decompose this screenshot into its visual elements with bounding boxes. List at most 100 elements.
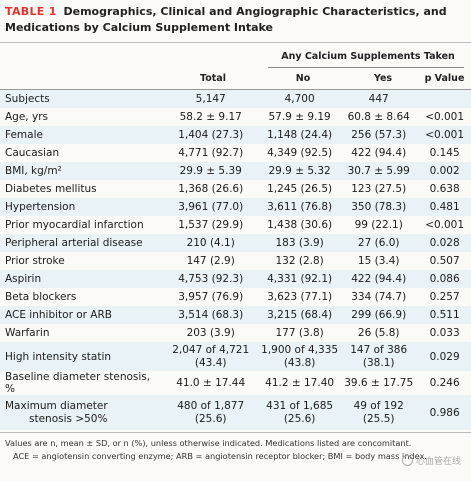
cell-pvalue: 0.246 <box>429 377 460 389</box>
cell-no: 1,245 (26.5) <box>267 183 333 195</box>
cell-total: 3,961 (77.0) <box>178 201 244 213</box>
footnote-divider <box>0 432 471 433</box>
cell-yes: 27 (6.0) <box>357 237 400 249</box>
data-table: Subjects 5,147 4,700 447 Age, yrs 58.2 ±… <box>0 90 471 430</box>
table-row: Diabetes mellitus 1,368 (26.6) 1,245 (26… <box>0 180 471 198</box>
cell-no: 57.9 ± 9.19 <box>268 111 331 123</box>
cell-no-count: 431 of 1,685 <box>266 399 334 412</box>
cell-yes: 60.8 ± 8.64 <box>347 111 410 123</box>
cell-yes-percent: (38.1) <box>362 356 395 369</box>
cell-yes: 147 of 386 (38.1) <box>339 342 418 371</box>
row-label: Peripheral arterial disease <box>5 237 143 249</box>
cell-yes: 256 (57.3) <box>351 129 407 141</box>
header-divider <box>0 89 471 90</box>
cell-pvalue: 0.638 <box>429 183 460 195</box>
cell-pvalue: 0.481 <box>429 201 460 213</box>
row-label: Warfarin <box>5 327 50 339</box>
row-label: Age, yrs <box>5 111 48 123</box>
table-row: Age, yrs 58.2 ± 9.17 57.9 ± 9.19 60.8 ± … <box>0 108 471 126</box>
table-title-text: Demographics, Clinical and Angiographic … <box>5 5 447 34</box>
table-label: TABLE 1 <box>5 5 57 18</box>
cell-pvalue: <0.001 <box>425 219 465 231</box>
cell-no: 1,438 (30.6) <box>267 219 333 231</box>
cell-total: 147 (2.9) <box>186 255 235 267</box>
table-title: TABLE 1 Demographics, Clinical and Angio… <box>5 4 467 36</box>
watermark: 心血管在线 <box>401 454 461 467</box>
cell-total-count: 480 of 1,877 <box>177 399 245 412</box>
row-label: Female <box>5 129 43 141</box>
cell-yes: 422 (94.4) <box>351 147 407 159</box>
wechat-icon <box>401 455 413 466</box>
footnote: Values are n, mean ± SD, or n (%), unles… <box>5 437 467 463</box>
cell-yes: 123 (27.5) <box>351 183 407 195</box>
row-label: BMI, kg/m² <box>5 165 62 177</box>
table-row: Maximum diameter stenosis >50% 480 of 1,… <box>0 395 471 430</box>
cell-yes: 334 (74.7) <box>351 291 407 303</box>
table-row: Baseline diameter stenosis, % 41.0 ± 17.… <box>0 371 471 395</box>
row-label: ACE inhibitor or ARB <box>5 309 112 321</box>
column-header-total: Total <box>200 73 226 84</box>
row-label: Diabetes mellitus <box>5 183 97 195</box>
cell-total: 5,147 <box>195 93 226 105</box>
cell-total: 3,957 (76.9) <box>178 291 244 303</box>
cell-pvalue: 0.033 <box>429 327 460 339</box>
cell-pvalue <box>418 90 471 108</box>
cell-total: 203 (3.9) <box>186 327 235 339</box>
row-label: Subjects <box>5 93 50 105</box>
table-row: ACE inhibitor or ARB 3,514 (68.3) 3,215 … <box>0 306 471 324</box>
table-row: Female 1,404 (27.3) 1,148 (24.4) 256 (57… <box>0 126 471 144</box>
cell-yes: 15 (3.4) <box>357 255 400 267</box>
cell-no: 132 (2.8) <box>275 255 324 267</box>
column-header-no: No <box>295 73 311 84</box>
row-label: Baseline diameter stenosis, % <box>5 371 151 395</box>
cell-no: 177 (3.8) <box>275 327 324 339</box>
cell-no: 183 (3.9) <box>275 237 324 249</box>
table-row: Hypertension 3,961 (77.0) 3,611 (76.8) 3… <box>0 198 471 216</box>
cell-pvalue: 0.507 <box>429 255 460 267</box>
cell-total-count: 2,047 of 4,721 <box>172 343 250 356</box>
row-label: Prior stroke <box>5 255 65 267</box>
row-label: High intensity statin <box>5 350 112 363</box>
cell-yes-count: 49 of 192 <box>353 399 404 412</box>
cell-pvalue: <0.001 <box>425 129 465 141</box>
cell-yes: 99 (22.1) <box>354 219 403 231</box>
row-label-line2: stenosis >50% <box>29 412 108 425</box>
cell-total-percent: (25.6) <box>194 412 227 425</box>
cell-yes: 39.6 ± 17.75 <box>344 377 414 389</box>
group-header: Any Calcium Supplements Taken <box>281 51 455 62</box>
cell-yes: 30.7 ± 5.99 <box>347 165 410 177</box>
table-row: Prior stroke 147 (2.9) 132 (2.8) 15 (3.4… <box>0 252 471 270</box>
cell-total-percent: (43.4) <box>194 356 227 369</box>
cell-no: 431 of 1,685 (25.6) <box>260 395 339 430</box>
cell-no-percent: (25.6) <box>283 412 316 425</box>
cell-yes-percent: (25.5) <box>362 412 395 425</box>
cell-no: 41.2 ± 17.40 <box>265 377 335 389</box>
table-row: High intensity statin 2,047 of 4,721 (43… <box>0 342 471 371</box>
title-divider <box>0 42 471 43</box>
cell-no: 4,331 (92.1) <box>267 273 333 285</box>
cell-no: 4,349 (92.5) <box>267 147 333 159</box>
cell-total: 58.2 ± 9.17 <box>179 111 242 123</box>
cell-no: 3,215 (68.4) <box>267 309 333 321</box>
cell-no: 29.9 ± 5.32 <box>268 165 331 177</box>
cell-pvalue: 0.257 <box>429 291 460 303</box>
cell-no: 3,611 (76.8) <box>267 201 333 213</box>
cell-pvalue: 0.029 <box>429 350 460 363</box>
footnote-line2: ACE = angiotensin converting enzyme; ARB… <box>13 451 427 461</box>
cell-total: 41.0 ± 17.44 <box>176 377 246 389</box>
footnote-line1: Values are n, mean ± SD, or n (%), unles… <box>5 438 412 448</box>
cell-total: 480 of 1,877 (25.6) <box>161 395 260 430</box>
cell-total: 4,771 (92.7) <box>178 147 244 159</box>
cell-no: 1,148 (24.4) <box>267 129 333 141</box>
table-row: BMI, kg/m² 29.9 ± 5.39 29.9 ± 5.32 30.7 … <box>0 162 471 180</box>
cell-yes: 299 (66.9) <box>351 309 407 321</box>
cell-yes: 447 <box>368 93 389 105</box>
cell-no-count: 1,900 of 4,335 <box>261 343 339 356</box>
table-row: Caucasian 4,771 (92.7) 4,349 (92.5) 422 … <box>0 144 471 162</box>
cell-total: 1,368 (26.6) <box>178 183 244 195</box>
cell-pvalue: 0.145 <box>429 147 460 159</box>
cell-pvalue: 0.002 <box>429 165 460 177</box>
cell-pvalue: 0.086 <box>429 273 460 285</box>
row-label-line1: Maximum diameter <box>5 399 108 412</box>
cell-pvalue: 0.028 <box>429 237 460 249</box>
